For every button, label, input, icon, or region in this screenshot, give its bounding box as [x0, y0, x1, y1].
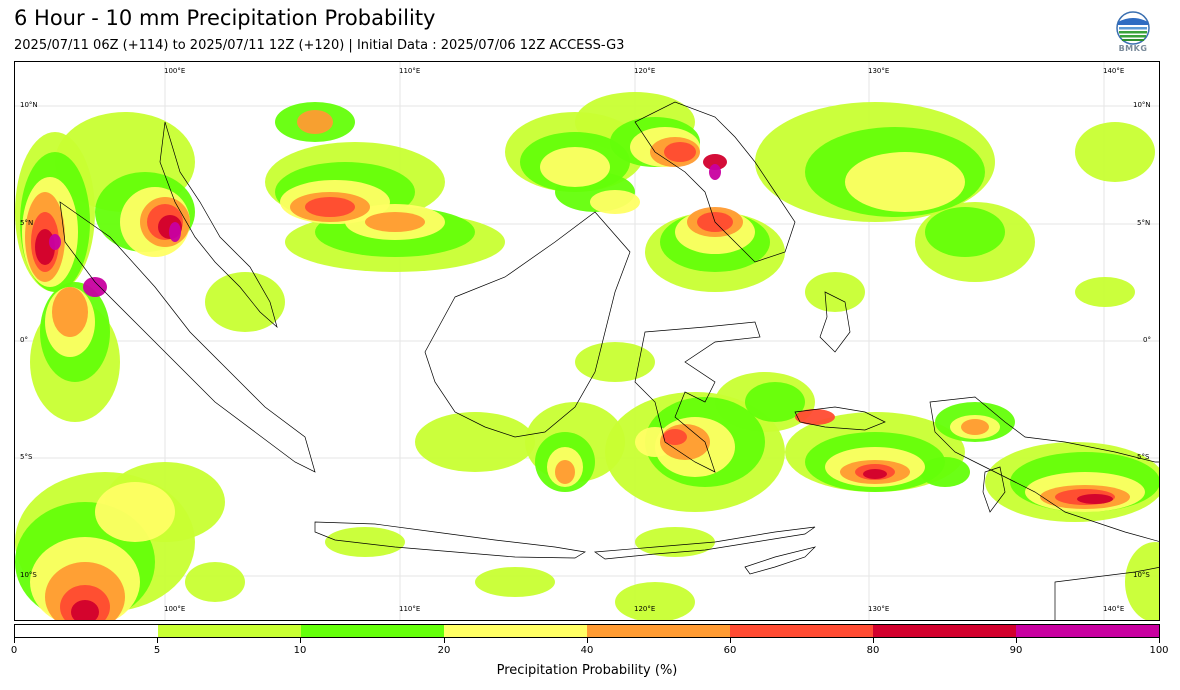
lon-label-bottom-110: 110°E — [399, 605, 421, 613]
colorbar-segment — [444, 625, 587, 637]
bmkg-logo — [1116, 11, 1150, 45]
lat-label-right-10s: 10°S — [1133, 571, 1150, 579]
map-subtitle: 2025/07/11 06Z (+114) to 2025/07/11 12Z … — [14, 38, 625, 53]
lon-label-top-120: 120°E — [634, 67, 656, 75]
lon-label-top-110: 110°E — [399, 67, 421, 75]
landmass-outline — [634, 101, 796, 263]
lat-label-right-5n: 5°N — [1137, 219, 1151, 227]
colorbar-label-0: 0 — [10, 645, 18, 656]
colorbar-segment — [587, 625, 730, 637]
lat-label-right-0: 0° — [1143, 336, 1151, 344]
lon-label-bottom-130: 130°E — [868, 605, 890, 613]
bmkg-logo-text: BMKG — [1118, 44, 1148, 53]
colorbar-title: Precipitation Probability (%) — [496, 663, 678, 678]
colorbar-segment — [15, 625, 158, 637]
lon-label-top-100: 100°E — [164, 67, 186, 75]
precipitation-map[interactable] — [14, 61, 1160, 621]
lon-label-top-130: 130°E — [868, 67, 890, 75]
colorbar-label-10: 10 — [293, 645, 307, 656]
precipitation-field — [15, 92, 1159, 620]
colorbar-label-20: 20 — [437, 645, 451, 656]
map-title: 6 Hour - 10 mm Precipitation Probability — [14, 6, 436, 30]
colorbar-label-90: 90 — [1009, 645, 1023, 656]
lon-label-bottom-100: 100°E — [164, 605, 186, 613]
colorbar-segment — [158, 625, 301, 637]
landmass-outline — [59, 201, 316, 473]
colorbar-label-5: 5 — [153, 645, 161, 656]
landmass-outline — [929, 396, 1159, 542]
lat-label-left-10s: 10°S — [20, 571, 37, 579]
landmass-outline — [794, 406, 886, 431]
lat-label-right-10n: 10°N — [1133, 101, 1151, 109]
colorbar-label-40: 40 — [580, 645, 594, 656]
colorbar-label-60: 60 — [723, 645, 737, 656]
landmass-outline — [634, 321, 761, 473]
lat-label-left-0: 0° — [20, 336, 28, 344]
colorbar-segment — [873, 625, 1016, 637]
lat-label-right-5s: 5°S — [1137, 453, 1150, 461]
lat-label-left-5n: 5°N — [20, 219, 34, 227]
landmass-outline — [314, 521, 586, 559]
coastlines — [59, 101, 1159, 620]
landmass-outline — [744, 546, 817, 575]
colorbar-label-80: 80 — [866, 645, 880, 656]
colorbar-segment — [1016, 625, 1159, 637]
colorbar-segment — [301, 625, 444, 637]
map-canvas — [15, 62, 1159, 620]
lat-label-left-5s: 5°S — [20, 453, 33, 461]
colorbar — [14, 624, 1160, 638]
lat-label-left-10n: 10°N — [20, 101, 38, 109]
colorbar-segment — [730, 625, 873, 637]
colorbar-label-100: 100 — [1149, 645, 1169, 656]
landmass-outline — [159, 121, 278, 329]
landmass-outline — [819, 291, 851, 353]
landmass-outline — [982, 466, 1006, 513]
landmass-outline — [594, 526, 816, 560]
landmass-outline — [424, 211, 631, 438]
lon-label-top-140: 140°E — [1103, 67, 1125, 75]
landmass-outline — [1054, 567, 1159, 620]
lon-label-bottom-120: 120°E — [634, 605, 656, 613]
lon-label-bottom-140: 140°E — [1103, 605, 1125, 613]
